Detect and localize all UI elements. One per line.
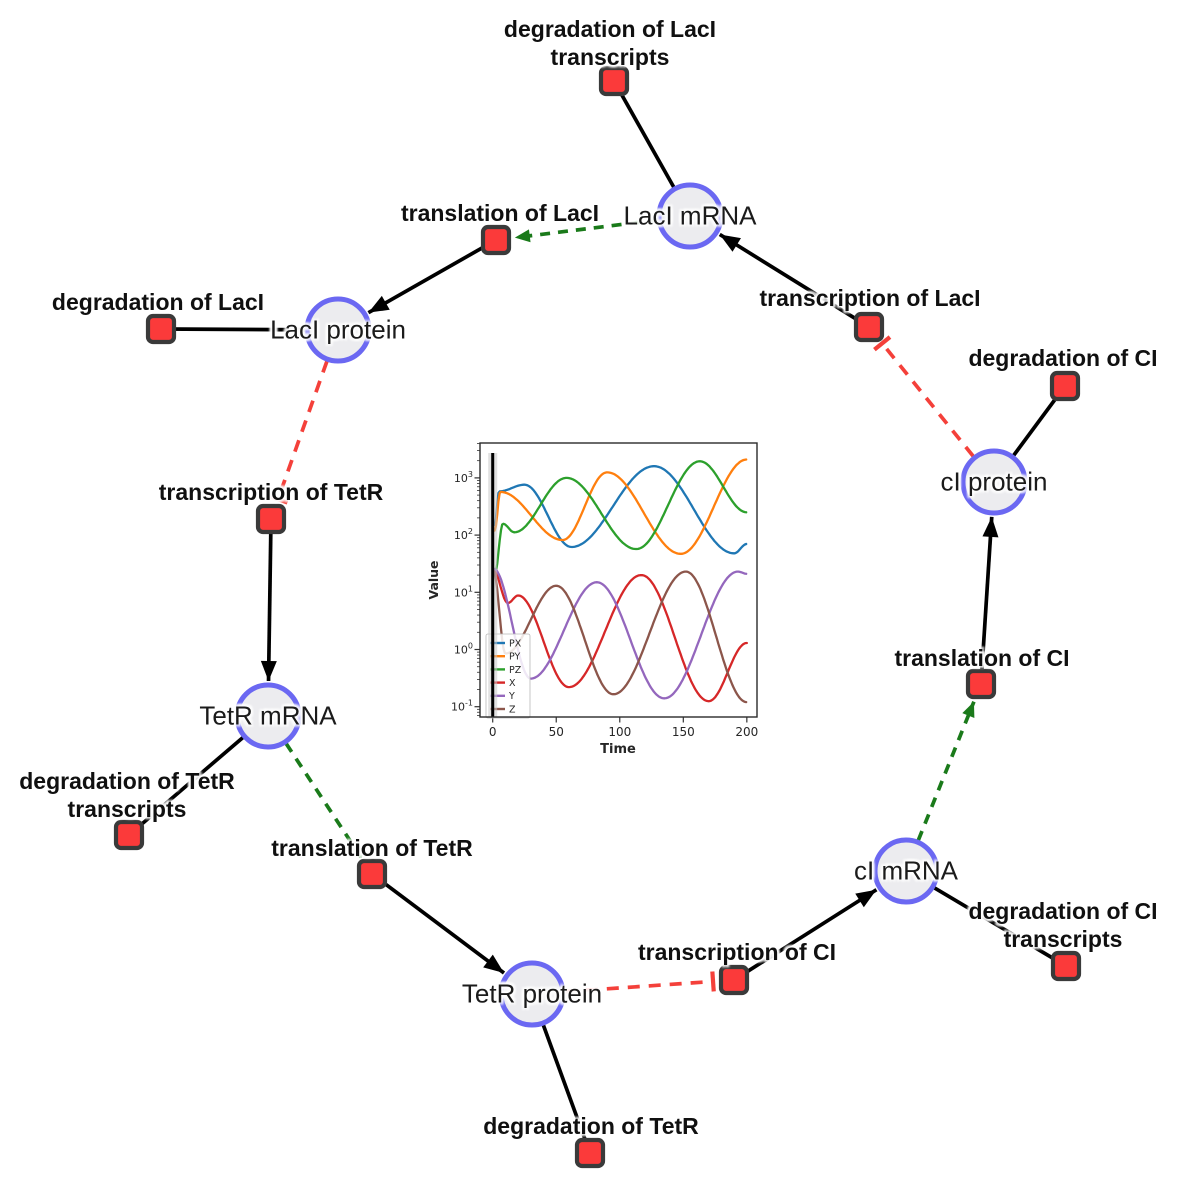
edge-arrow-txn_ci-ci_mrna xyxy=(733,888,878,982)
edge-inhibition-tetr_protein-txn_ci xyxy=(564,979,714,994)
edge-arrow-transl_tetr-tetr_protein xyxy=(370,872,506,975)
species-node-laci_protein[interactable] xyxy=(304,296,372,364)
chart-x-axis-label: Time xyxy=(600,742,636,757)
reaction-node-transl_ci[interactable] xyxy=(965,668,997,700)
legend-label-Y: Y xyxy=(508,691,515,702)
chart-series-group xyxy=(491,458,748,704)
x-tick-label: 100 xyxy=(608,725,631,739)
y-tick-label: 10-1 xyxy=(451,699,473,714)
x-tick-label: 50 xyxy=(549,725,564,739)
reaction-node-deg_laci_tx[interactable] xyxy=(598,65,630,97)
x-tick-label: 0 xyxy=(489,725,497,739)
reaction-node-deg_ci_tx[interactable] xyxy=(1050,950,1082,982)
chart-series-Y xyxy=(492,567,748,700)
y-tick-label: 101 xyxy=(454,584,473,599)
y-tick-label: 102 xyxy=(454,527,473,542)
legend-label-PY: PY xyxy=(509,652,521,663)
species-node-ci_mrna[interactable] xyxy=(872,837,940,905)
reaction-node-txn_laci[interactable] xyxy=(853,311,885,343)
edge-arrow-txn_laci-laci_mrna xyxy=(718,232,870,329)
reaction-node-deg_ci[interactable] xyxy=(1049,370,1081,402)
inhibition-bar-laci_protein-txn_tetr xyxy=(267,493,289,505)
legend-label-Z: Z xyxy=(509,704,516,715)
edge-arrow-txn_tetr-tetr_mrna xyxy=(260,518,277,682)
edge-inhibition-ci_protein-txn_laci xyxy=(880,342,975,458)
chart-series-PY xyxy=(493,458,748,555)
edge-activation-tetr_mrna-transl_tetr xyxy=(284,742,364,860)
chart-series-X xyxy=(491,567,748,703)
reaction-node-deg_laci[interactable] xyxy=(145,313,177,345)
species-node-laci_mrna[interactable] xyxy=(656,182,724,250)
reaction-node-txn_ci[interactable] xyxy=(718,964,750,996)
edge-activation-laci_mrna-transl_laci xyxy=(514,218,658,243)
inhibition-bar-ci_protein-txn_laci xyxy=(873,335,892,352)
edge-inhibition-laci_protein-txn_tetr xyxy=(276,360,329,500)
edge-arrow-transl_ci-ci_protein xyxy=(979,516,999,685)
legend-label-PZ: PZ xyxy=(509,665,522,676)
y-tick-label: 100 xyxy=(454,642,473,657)
nodes-group xyxy=(113,65,1082,1169)
chart-series-Z xyxy=(492,569,748,704)
chart-initial-vline xyxy=(488,453,498,717)
reaction-node-txn_tetr[interactable] xyxy=(255,503,287,535)
edges-group xyxy=(127,80,1067,1154)
chart-y-axis-label: Value xyxy=(426,560,441,599)
reaction-node-deg_tetr[interactable] xyxy=(574,1137,606,1169)
reaction-node-deg_tetr_tx[interactable] xyxy=(113,819,145,851)
edge-arrow-transl_laci-laci_protein xyxy=(367,238,497,315)
edge-activation-ci_mrna-transl_ci xyxy=(916,700,976,842)
x-tick-label: 150 xyxy=(672,725,695,739)
reaction-node-transl_laci[interactable] xyxy=(480,224,512,256)
species-node-tetr_protein[interactable] xyxy=(498,960,566,1028)
legend-label-X: X xyxy=(509,678,516,689)
reaction-node-transl_tetr[interactable] xyxy=(356,858,388,890)
inset-chart: 0 50 100 150 200 10-1 100 101 102 103 PX PY PZ XYZ T… xyxy=(426,442,758,757)
species-node-ci_protein[interactable] xyxy=(960,448,1028,516)
y-tick-label: 103 xyxy=(454,470,473,485)
species-node-tetr_mrna[interactable] xyxy=(234,682,302,750)
legend-label-PX: PX xyxy=(509,638,522,649)
chart-series-PZ xyxy=(493,460,748,577)
x-tick-label: 200 xyxy=(735,725,758,739)
chart-frame xyxy=(479,442,758,718)
inhibition-bar-tetr_protein-txn_ci xyxy=(710,971,716,992)
